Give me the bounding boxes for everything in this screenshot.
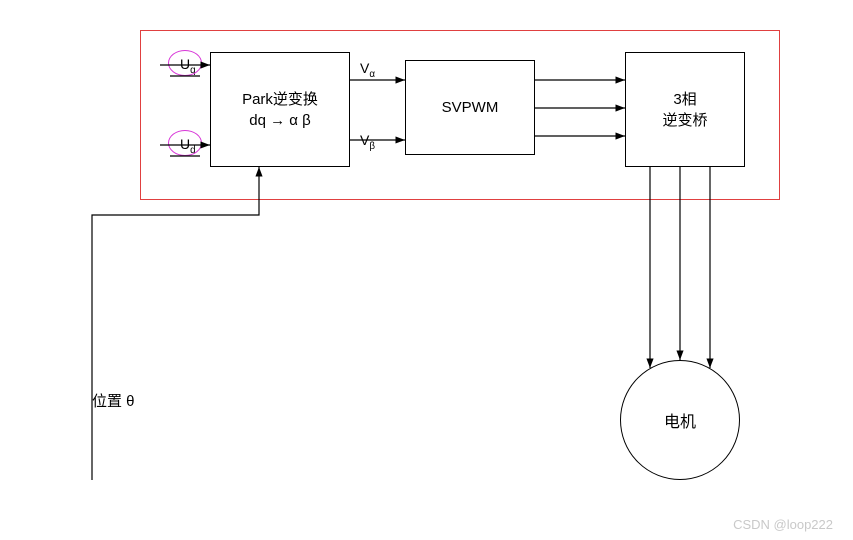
park-line2: dq → α β [249,110,311,131]
ud-label: Ud [180,136,196,156]
v-beta-label: Vβ [360,132,375,152]
inv-line1: 3相 [673,89,696,110]
diagram-root: Park逆变换 dq → α β SVPWM 3相 逆变桥 电机 Uq Ud V… [0,0,853,540]
motor-node: 电机 [620,360,740,480]
inverter-bridge-block: 3相 逆变桥 [625,52,745,167]
park-inverse-block: Park逆变换 dq → α β [210,52,350,167]
svpwm-block: SVPWM [405,60,535,155]
uq-label: Uq [180,56,196,76]
svpwm-label: SVPWM [442,97,499,118]
park-line1: Park逆变换 [242,89,318,110]
inv-line2: 逆变桥 [662,110,707,131]
watermark-text: CSDN @loop222 [733,517,833,532]
motor-label: 电机 [664,408,696,432]
v-alpha-label: Vα [360,60,375,80]
position-theta-label: 位置 θ [92,390,135,411]
